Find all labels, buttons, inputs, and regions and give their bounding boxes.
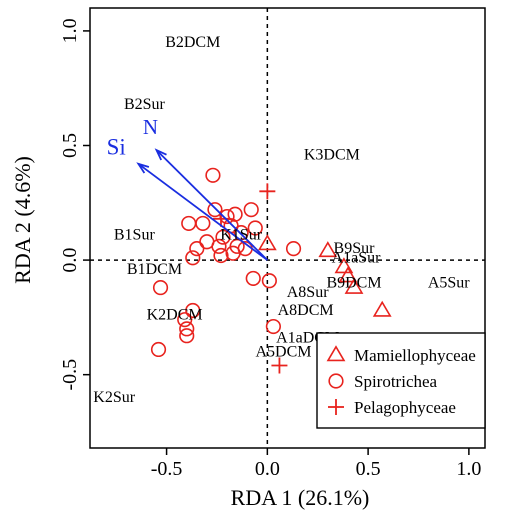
arrow-label: N [143,115,158,139]
site-label: A8DCM [278,302,334,319]
spirotrichea-point [285,241,302,257]
site-label: K2Sur [93,389,135,406]
spirotrichea-point [243,202,259,218]
plot-area [89,7,486,449]
y-tick-label: 0.0 [59,248,81,273]
site-label: A5DCM [255,343,311,360]
spirotrichea-point [207,202,223,218]
y-axis-label: RDA 2 (4.6%) [10,156,35,284]
site-label: B9DCM [326,275,381,292]
legend-label: Pelagophyceae [354,398,456,417]
spirotrichea-point [233,224,249,241]
site-label: K2DCM [147,307,203,324]
reference-lines [90,8,485,448]
arrow-shaft [137,163,268,261]
mamiellophyceae-point [372,300,392,317]
legend-box [316,332,486,429]
site-label: A1aSur [332,249,382,266]
spirotrichea-point [189,241,205,257]
site-label: B1DCM [127,261,182,278]
spirotrichea-point [229,238,245,254]
spirotrichea-point [265,318,281,335]
spirotrichea-point [179,321,195,337]
arrow-shaft [155,149,268,261]
x-axis-label: RDA 1 (26.1%) [231,485,370,510]
x-axis-ticks: -0.5 0.0 0.5 1.0 [151,448,481,480]
x-tick-label: 0.0 [255,458,280,480]
spirotrichea-point [245,270,261,287]
site-label: A5Sur [428,275,470,292]
mamiellophyceae-point [318,241,338,258]
arrow-si: Si [107,135,268,261]
spirotrichea-point [213,247,229,264]
x-tick-label: -0.5 [151,458,183,480]
site-label: K1Sur [220,226,262,243]
x-tick-label: 1.0 [456,458,481,480]
arrow-head [154,148,167,161]
site-label: B2Sur [124,96,166,113]
y-tick-label: 0.5 [59,133,81,158]
spirotrichea-point [152,279,169,296]
site-label: A8Sur [287,284,329,301]
mamiellophyceae-point [344,277,364,294]
legend-marker-triangle [326,345,346,362]
spirotrichea-point [205,167,221,183]
site-label: K3DCM [304,146,360,163]
arrow-n: N [143,115,268,261]
spirotrichea-point [150,341,167,358]
site-label: B2DCM [165,34,220,51]
mamiellophyceae-point [257,234,277,251]
plot-border [89,7,486,449]
legend: Mamiellophyceae Spirotrichea Pelagophyceae [316,332,486,429]
legend-marker-circle [328,373,344,389]
y-axis-ticks: -0.5 0.0 0.5 1.0 [59,18,90,391]
pelagophyceae-point [259,183,276,200]
environmental-arrows: N Si [107,115,268,261]
y-tick-label: 1.0 [59,18,81,43]
site-label: B9Sur [334,240,376,257]
legend-marker-plus [328,399,344,415]
y-tick-label: -0.5 [59,359,81,391]
spirotrichea-point [247,220,263,236]
spirotrichea-point [215,229,231,245]
spirotrichea-point [179,328,195,344]
arrow-head [136,162,150,174]
data-points [150,167,392,374]
spirotrichea-point [185,250,201,266]
legend-label: Mamiellophyceae [354,346,476,365]
mamiellophyceae-point [334,257,354,274]
spirotrichea-point [181,215,197,232]
legend-label: Spirotrichea [354,372,438,391]
spirotrichea-point [195,215,211,232]
pelagophyceae-point [271,357,288,374]
arrow-label: Si [107,135,126,160]
spirotrichea-point [199,234,215,250]
spirotrichea-point [177,312,193,328]
mamiellophyceae-point [338,266,358,283]
site-label: B1Sur [114,226,156,243]
x-tick-label: 0.5 [356,458,381,480]
spirotrichea-point [185,302,201,319]
spirotrichea-point [261,273,277,289]
